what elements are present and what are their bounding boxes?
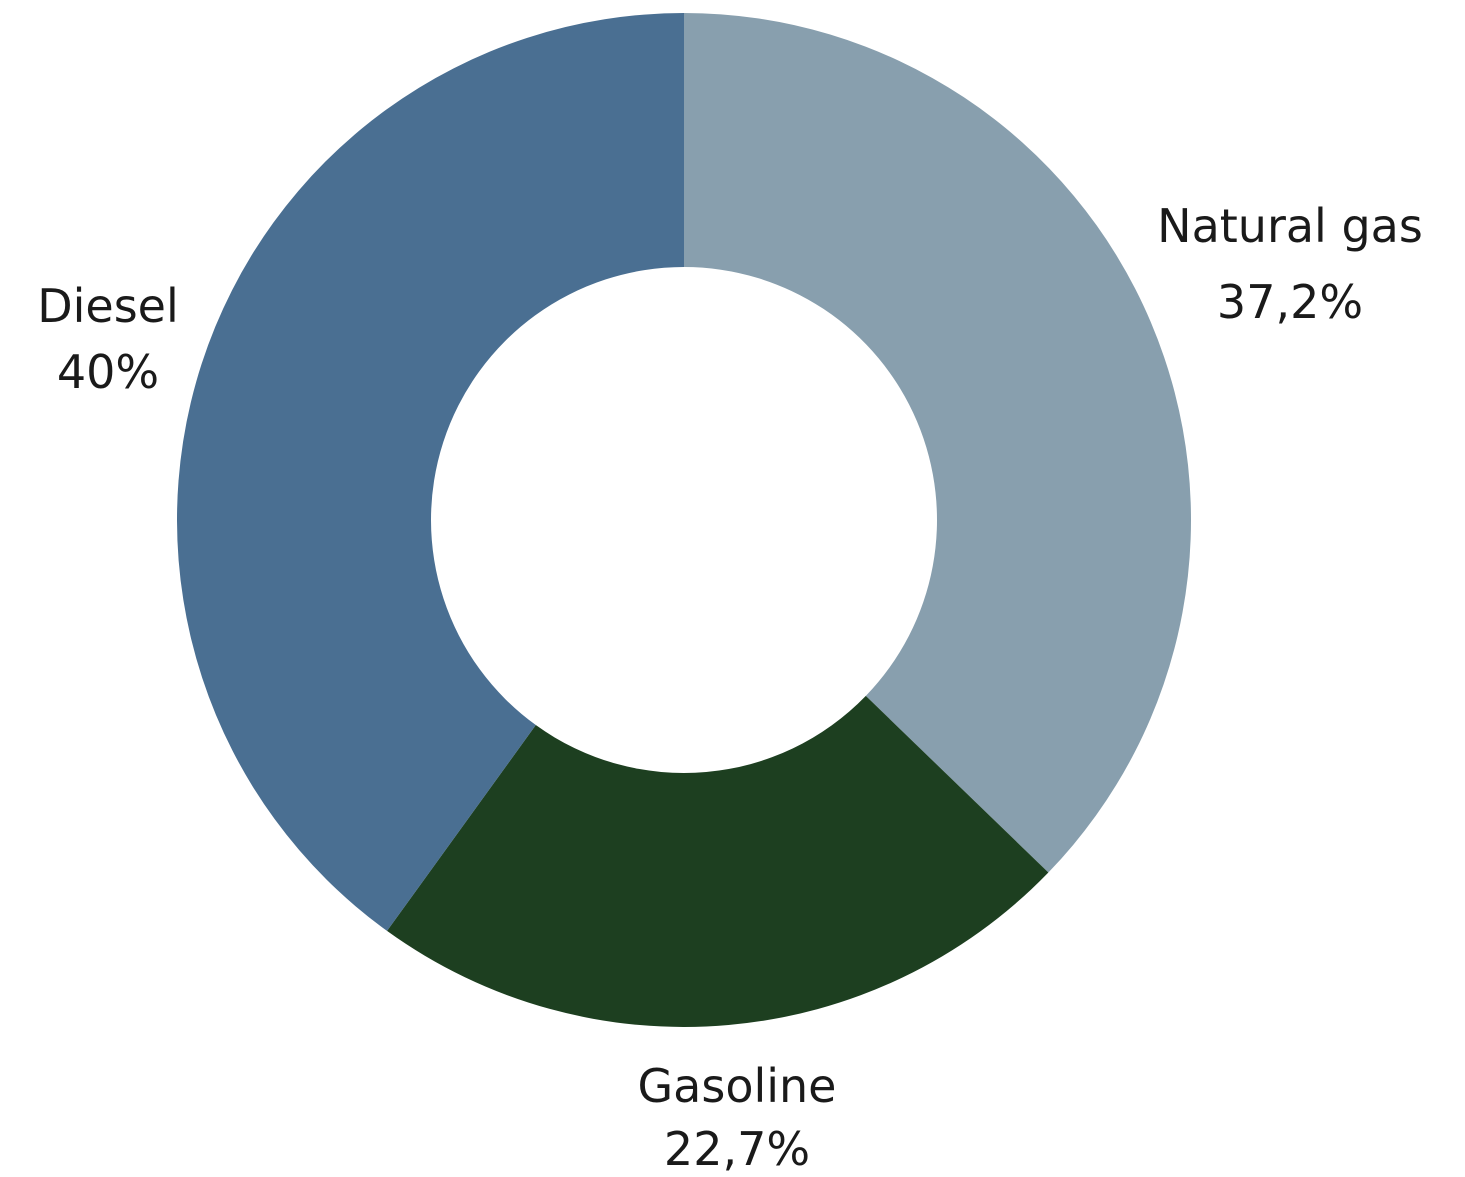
slice-label-diesel: Diesel	[37, 279, 179, 333]
slice-natural-gas	[684, 13, 1191, 873]
slice-gasoline	[387, 695, 1049, 1027]
slice-label-gasoline: Gasoline	[638, 1059, 837, 1113]
labels-layer: Natural gas 37,2% Gasoline 22,7% Diesel …	[37, 199, 1423, 1176]
slice-value-diesel: 40%	[57, 345, 159, 399]
slice-label-natural-gas: Natural gas	[1157, 199, 1423, 253]
slice-value-natural-gas: 37,2%	[1217, 275, 1363, 329]
slice-value-gasoline: 22,7%	[664, 1122, 810, 1172]
slices-layer	[177, 13, 1191, 1027]
slice-diesel	[177, 13, 684, 931]
